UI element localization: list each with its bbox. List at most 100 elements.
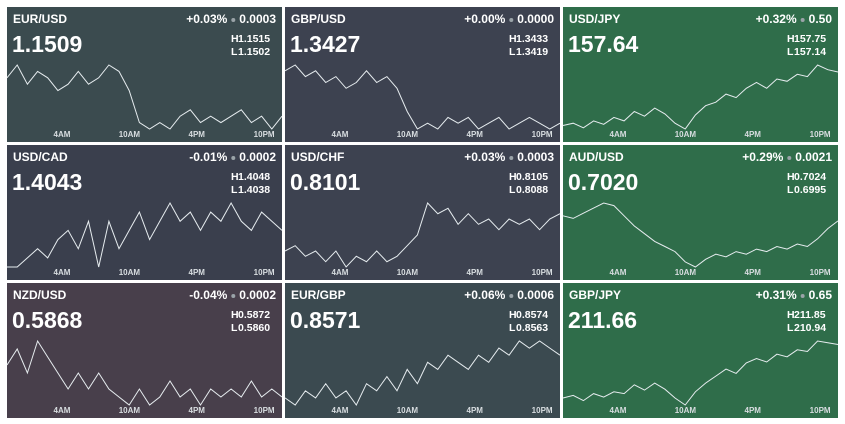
time-label: 10AM	[397, 268, 419, 277]
time-label: 10PM	[810, 268, 831, 277]
time-label: 10PM	[532, 406, 553, 415]
change-pct: +0.06%	[464, 288, 505, 302]
price: 1.4043	[12, 169, 82, 195]
change-pct: +0.03%	[464, 150, 505, 164]
high-label: H	[787, 309, 795, 321]
time-label: 10AM	[675, 268, 697, 277]
low-value: 1.1502	[238, 46, 270, 58]
high-label: H	[509, 171, 517, 183]
price: 0.8101	[290, 169, 361, 195]
price: 157.64	[568, 31, 639, 57]
change-pct: -0.01%	[189, 150, 227, 164]
tile-background	[285, 145, 560, 280]
low-label: L	[231, 322, 238, 334]
time-label: 4AM	[610, 406, 627, 415]
sparkline	[6, 64, 283, 130]
high-label: H	[509, 33, 517, 45]
change-abs: 0.0003	[239, 12, 276, 26]
time-label: 4AM	[54, 406, 71, 415]
change-pct: -0.04%	[189, 288, 227, 302]
time-label: 10PM	[254, 268, 275, 277]
pair-label: EUR/GBP	[291, 288, 346, 302]
pair-label: USD/CHF	[291, 150, 344, 164]
change-abs: 0.0021	[795, 150, 832, 164]
tile-background	[285, 283, 560, 418]
price: 0.5868	[12, 307, 83, 333]
high-label: H	[787, 33, 795, 45]
time-label: 4PM	[189, 130, 206, 139]
tile-background	[7, 7, 282, 142]
low-value: 1.4038	[238, 184, 270, 196]
tile-background	[7, 145, 282, 280]
change-pct: +0.29%	[742, 150, 783, 164]
time-label: 4PM	[745, 130, 762, 139]
low-value: 210.94	[794, 322, 826, 334]
time-label: 10AM	[675, 406, 697, 415]
high-value: 1.4048	[238, 171, 270, 183]
sparkline	[6, 339, 283, 406]
time-label: 10PM	[810, 406, 831, 415]
pair-label: USD/CAD	[13, 150, 68, 164]
separator-dot	[231, 156, 236, 160]
tile-background	[563, 7, 838, 142]
time-label: 10PM	[810, 130, 831, 139]
time-label: 10AM	[119, 268, 141, 277]
time-label: 4AM	[54, 130, 71, 139]
price: 0.7020	[568, 169, 638, 195]
high-label: H	[231, 309, 239, 321]
time-label: 10PM	[254, 130, 275, 139]
high-label: H	[787, 171, 795, 183]
time-label: 10PM	[532, 130, 553, 139]
ticker-tile[interactable]: GBP/JPY 211.66 0.65 +0.31% H 211.85L 210.94 4AM…	[562, 283, 839, 418]
pair-label: GBP/USD	[291, 12, 346, 26]
change-abs: 0.0002	[239, 288, 276, 302]
time-label: 10AM	[119, 130, 141, 139]
low-label: L	[509, 184, 516, 196]
time-label: 4PM	[745, 406, 762, 415]
tile-background	[563, 283, 838, 418]
change-abs: 0.65	[809, 288, 833, 302]
high-label: H	[231, 33, 239, 45]
pair-label: AUD/USD	[569, 150, 624, 164]
time-label: 4AM	[54, 268, 71, 277]
change-abs: 0.0003	[517, 150, 554, 164]
time-label: 4AM	[332, 268, 349, 277]
high-label: H	[509, 309, 517, 321]
change-abs: 0.0000	[517, 12, 554, 26]
low-label: L	[509, 322, 516, 334]
time-label: 4AM	[332, 130, 349, 139]
time-label: 10AM	[397, 130, 419, 139]
low-value: 0.5860	[238, 322, 270, 334]
high-label: H	[231, 171, 239, 183]
high-value: 157.75	[794, 33, 826, 45]
low-value: 0.6995	[794, 184, 826, 196]
high-value: 1.1515	[238, 33, 270, 45]
ticker-tile[interactable]: USD/JPY 157.64 0.50 +0.32% H 157.75L 157.14 4AM…	[562, 7, 839, 142]
tile-background	[285, 7, 560, 142]
separator-dot	[509, 156, 514, 160]
change-abs: 0.0002	[239, 150, 276, 164]
time-label: 10AM	[675, 130, 697, 139]
price: 0.8571	[290, 307, 361, 333]
high-value: 0.7024	[794, 171, 826, 183]
sparkline	[562, 340, 839, 406]
separator-dot	[509, 294, 514, 298]
low-label: L	[787, 322, 794, 334]
sparkline	[562, 202, 839, 268]
time-label: 4AM	[610, 268, 627, 277]
sparkline	[562, 64, 839, 130]
time-label: 10PM	[532, 268, 553, 277]
high-value: 0.8574	[516, 309, 548, 321]
time-label: 4PM	[189, 406, 206, 415]
sparkline	[7, 201, 283, 268]
separator-dot	[800, 18, 805, 22]
price: 1.3427	[290, 31, 360, 57]
